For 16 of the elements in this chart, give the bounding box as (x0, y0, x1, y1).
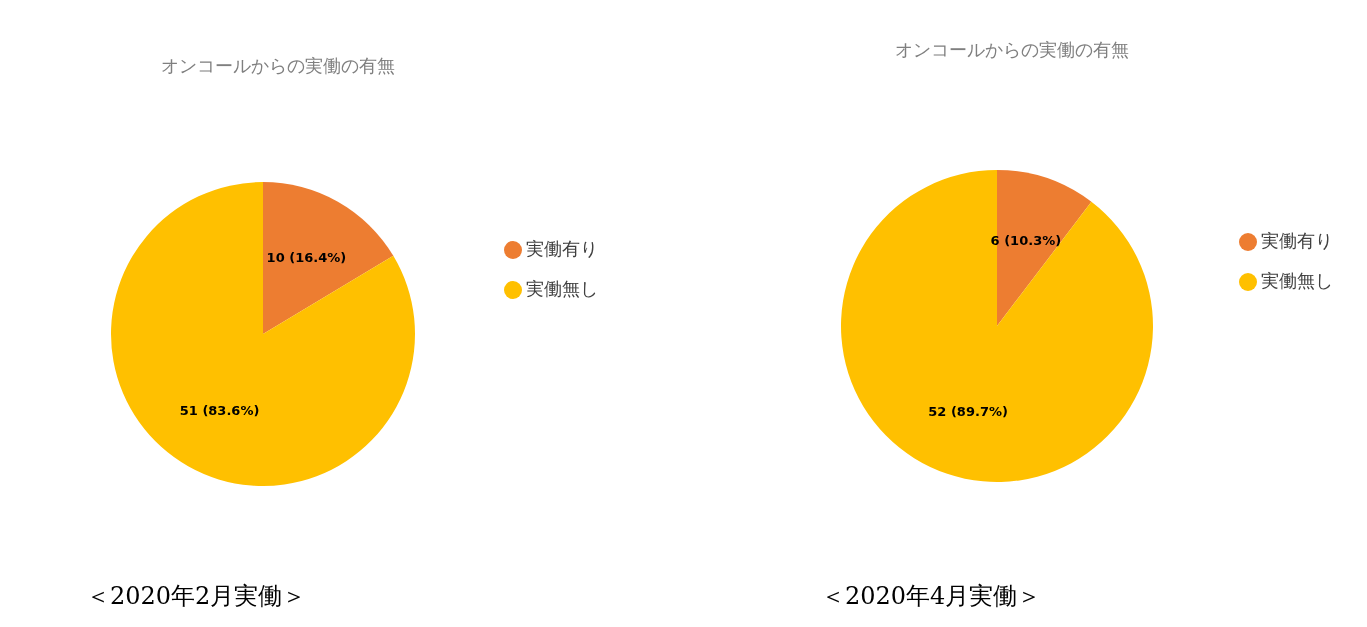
data-label: 51 (83.6%) (179, 403, 260, 419)
pie-slice (263, 182, 394, 334)
legend-label: 実働無し (1261, 270, 1333, 291)
pie-slice (997, 170, 1092, 326)
chart-title: オンコールからの実働の有無 (894, 39, 1130, 62)
legend-label: 実働有り (526, 238, 598, 259)
pie-slice (111, 182, 415, 486)
data-label: 52 (89.7%) (928, 404, 1008, 420)
legend-label: 実働有り (1261, 230, 1333, 251)
data-label: 10 (16.4%) (266, 249, 347, 265)
legend-label: 実働無し (526, 278, 598, 299)
text: ＜2020年4月実働＞ (821, 581, 1042, 612)
text: ＜2020年2月実働＞ (86, 581, 307, 612)
pie-slice (841, 170, 1153, 482)
data-label: 6 (10.3%) (990, 232, 1062, 248)
chart-title: オンコールからの実働の有無 (160, 55, 396, 78)
